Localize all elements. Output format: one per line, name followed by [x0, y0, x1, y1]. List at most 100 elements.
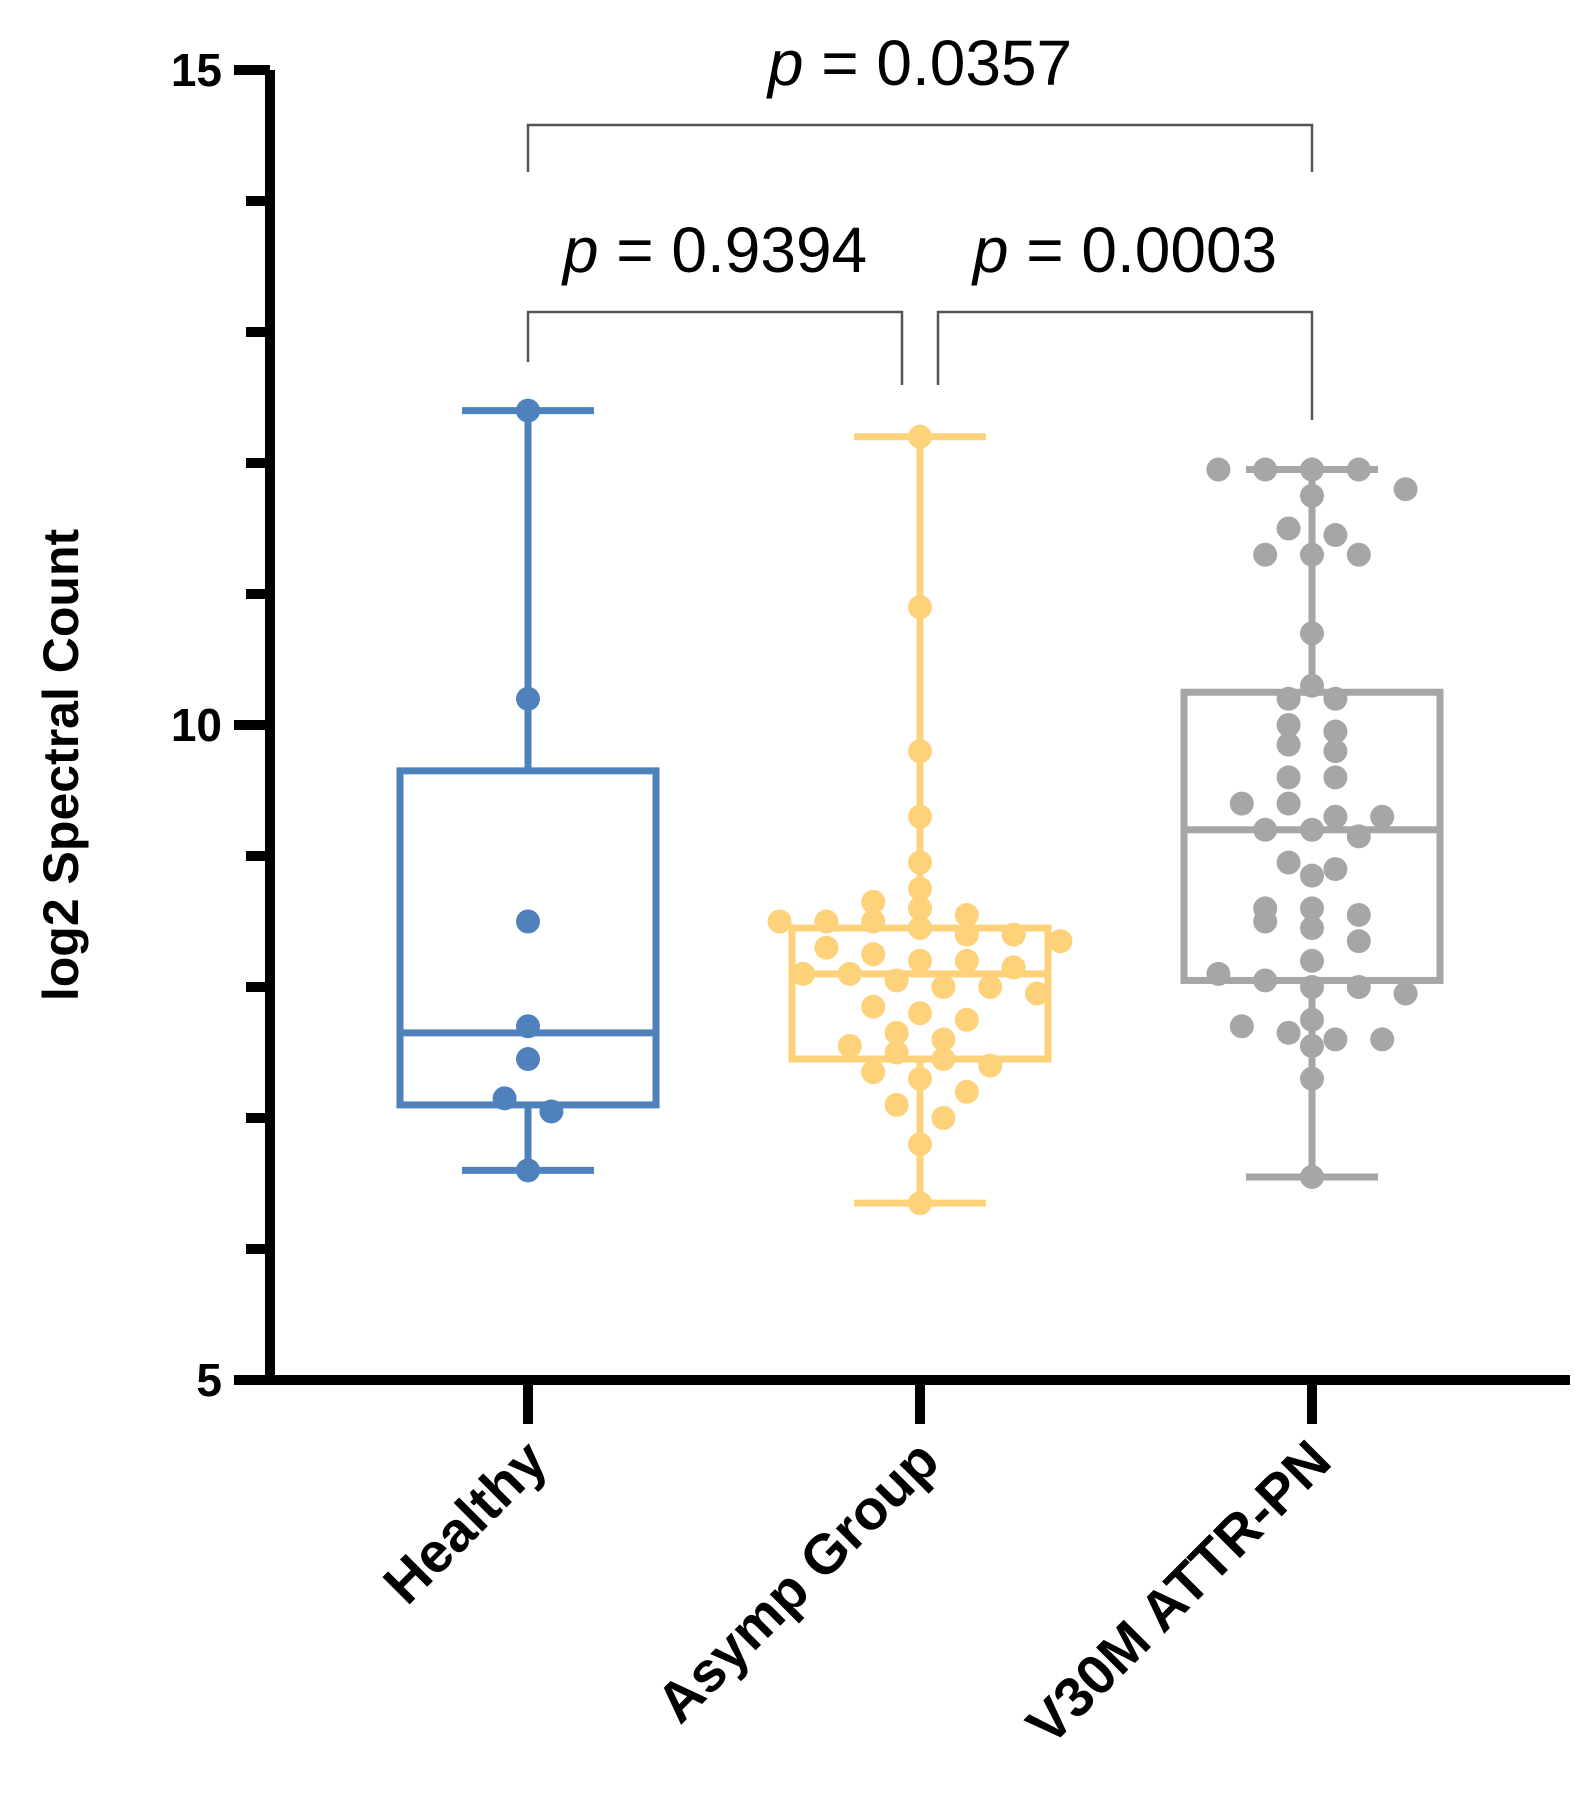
- data-point: [908, 1132, 932, 1157]
- data-point: [1323, 719, 1348, 744]
- box-iqr: [396, 767, 660, 1109]
- data-point: [931, 1047, 956, 1072]
- data-point: [908, 739, 932, 764]
- data-point: [1346, 902, 1371, 927]
- data-point: [884, 1092, 909, 1117]
- data-point: [516, 909, 540, 934]
- data-point: [1253, 542, 1278, 567]
- data-point: [861, 942, 886, 967]
- data-point: [1300, 916, 1324, 941]
- data-point: [954, 922, 979, 947]
- data-point: [1300, 817, 1324, 842]
- x-category-label: V30M ATTR-PN: [1014, 1428, 1342, 1756]
- data-point: [1300, 483, 1324, 508]
- data-point: [1001, 955, 1026, 980]
- data-point: [1206, 961, 1231, 986]
- data-point: [1300, 1007, 1324, 1032]
- box-group-asymp-group: [767, 424, 1073, 1216]
- data-point: [908, 1066, 932, 1091]
- data-point: [1300, 673, 1324, 698]
- data-point: [931, 1027, 956, 1052]
- data-point: [908, 1001, 932, 1026]
- data-point: [908, 916, 932, 941]
- data-point: [1346, 975, 1371, 999]
- data-point: [1346, 824, 1371, 849]
- data-point: [908, 1191, 932, 1216]
- data-point: [791, 961, 815, 986]
- p-value-left: p = 0.9394: [561, 214, 867, 286]
- data-point: [1276, 686, 1301, 711]
- data-point: [908, 896, 932, 921]
- data-point: [861, 909, 886, 934]
- x-category-label: Asymp Group: [644, 1428, 950, 1734]
- data-point: [908, 850, 932, 875]
- data-point: [1206, 457, 1231, 482]
- data-point: [1276, 791, 1301, 816]
- data-point: [1229, 791, 1254, 816]
- data-point: [1346, 457, 1371, 482]
- significance-bracket: [526, 123, 1314, 172]
- y-tick-label: 15: [171, 44, 222, 96]
- data-point: [539, 1099, 564, 1124]
- data-point: [931, 975, 956, 999]
- data-point: [1370, 804, 1395, 829]
- data-point: [1229, 1014, 1254, 1039]
- data-point: [861, 1060, 886, 1085]
- data-point: [1300, 863, 1324, 888]
- box-group-v30m-attr-pn: [1180, 457, 1444, 1189]
- data-point: [814, 909, 839, 934]
- data-point: [516, 686, 540, 711]
- data-point: [1276, 850, 1301, 875]
- data-point: [1323, 523, 1348, 548]
- significance-bracket: [526, 310, 904, 385]
- data-point: [1323, 686, 1348, 711]
- data-point: [1393, 981, 1418, 1006]
- data-point: [1276, 1020, 1301, 1045]
- data-point: [516, 1158, 540, 1183]
- y-tick-label: 5: [196, 1354, 222, 1406]
- data-point: [1048, 929, 1073, 954]
- x-category-label: Healthy: [371, 1428, 559, 1616]
- p-value-overall: p = 0.0357: [766, 27, 1072, 99]
- data-point: [1370, 1027, 1395, 1052]
- y-tick-label: 10: [171, 699, 222, 751]
- data-point: [1323, 765, 1348, 790]
- data-point: [837, 1033, 862, 1058]
- data-point: [1300, 621, 1324, 646]
- data-point: [1253, 817, 1278, 842]
- data-point: [884, 1040, 909, 1065]
- data-point: [1393, 477, 1418, 502]
- data-point: [861, 889, 886, 914]
- data-point: [931, 1106, 956, 1130]
- data-point: [1323, 804, 1348, 829]
- data-point: [954, 1079, 979, 1104]
- data-point: [978, 1053, 1003, 1078]
- data-point: [908, 424, 932, 449]
- data-point: [954, 1007, 979, 1032]
- data-point: [1025, 981, 1049, 1006]
- data-point: [884, 1020, 909, 1045]
- data-point: [1323, 1027, 1348, 1052]
- data-point: [908, 876, 932, 901]
- data-point: [1300, 975, 1324, 999]
- data-point: [1276, 516, 1301, 541]
- data-point: [1276, 765, 1301, 790]
- data-point: [516, 1014, 540, 1039]
- box-group-healthy: [396, 398, 660, 1183]
- data-point: [1323, 857, 1348, 882]
- data-point: [1300, 948, 1324, 973]
- data-point: [1300, 1066, 1324, 1091]
- data-point: [492, 1086, 517, 1111]
- data-point: [908, 804, 932, 829]
- p-value-right: p = 0.0003: [971, 214, 1277, 286]
- data-point: [1323, 739, 1348, 764]
- data-point: [1300, 1164, 1324, 1189]
- data-point: [1253, 457, 1278, 482]
- data-point: [837, 961, 862, 986]
- data-point: [1300, 896, 1324, 921]
- data-point: [1300, 542, 1324, 567]
- data-point: [1300, 457, 1324, 482]
- data-point: [861, 994, 886, 1019]
- data-point: [1346, 929, 1371, 954]
